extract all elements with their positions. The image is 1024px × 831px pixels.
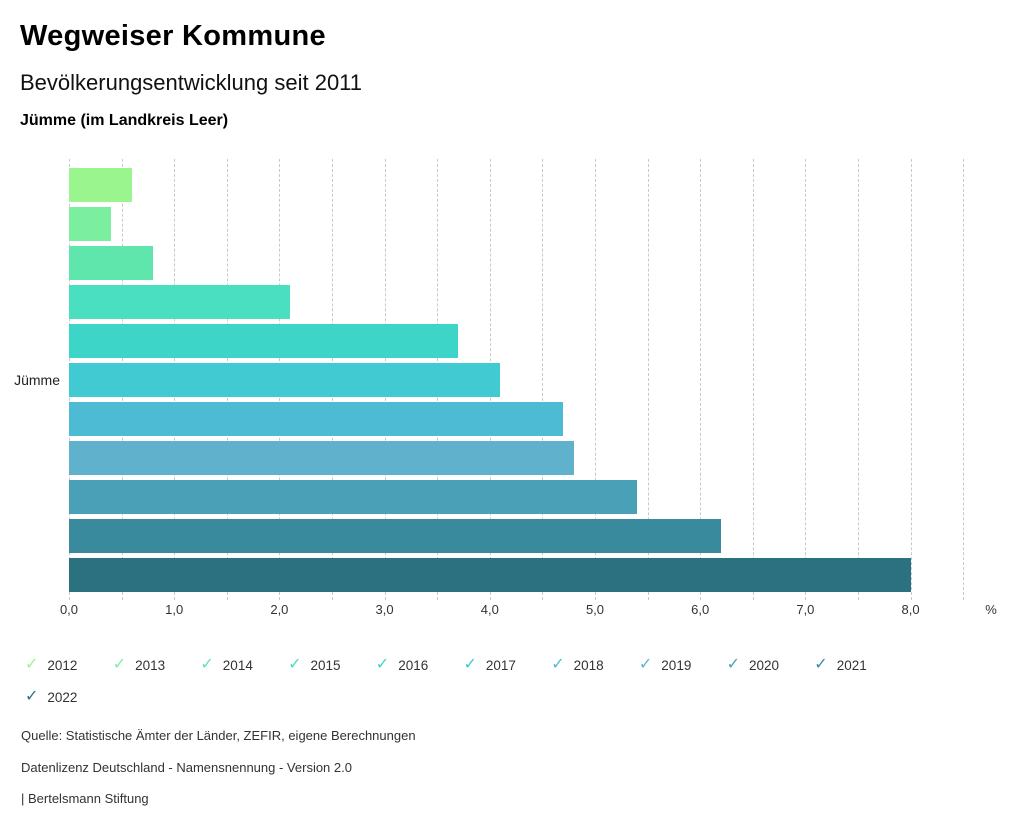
legend-item-label: 2017	[485, 657, 516, 673]
bar-2012[interactable]	[69, 168, 133, 202]
legend-item-label: 2014	[222, 657, 253, 673]
legend-item-label: 2019	[661, 657, 692, 673]
legend-item-label: 2013	[135, 657, 166, 673]
source-note: Quelle: Statistische Ämter der Länder, Z…	[21, 728, 416, 743]
attribution-note: | Bertelsmann Stiftung	[21, 791, 149, 806]
legend-item-label: 2016	[398, 657, 429, 673]
x-axis-tick-label: 7,0	[796, 602, 815, 617]
bar-2022[interactable]	[69, 558, 911, 592]
checkmark-icon: ✓	[200, 656, 214, 673]
x-axis-tick-label: 6,0	[691, 602, 710, 617]
chart-region-subtitle: Jümme (im Landkreis Leer)	[20, 112, 229, 129]
license-note: Datenlizenz Deutschland - Namensnennung …	[21, 760, 352, 775]
bar-2019[interactable]	[69, 441, 574, 475]
chart-title: Bevölkerungsentwicklung seit 2011	[20, 70, 363, 95]
legend-item-2021[interactable]: ✓ 2021	[814, 656, 866, 674]
bar-2014[interactable]	[69, 246, 154, 280]
checkmark-icon: ✓	[638, 656, 653, 673]
legend-item-2022[interactable]: ✓ 2022	[25, 688, 77, 706]
checkmark-icon: ✓	[551, 656, 565, 673]
gridline	[963, 159, 965, 600]
checkmark-icon: ✓	[375, 656, 390, 673]
checkmark-icon: ✓	[25, 688, 39, 705]
legend-item-label: 2022	[47, 689, 78, 705]
x-axis-tick-label: 4,0	[480, 602, 499, 617]
checkmark-icon: ✓	[463, 656, 477, 673]
legend-item-2019[interactable]: ✓ 2019	[639, 656, 691, 674]
bar-2015[interactable]	[69, 285, 290, 319]
x-axis-tick-label: 0,0	[59, 602, 79, 617]
checkmark-icon: ✓	[814, 656, 828, 673]
gridline	[595, 159, 596, 600]
legend-item-2012[interactable]: ✓ 2012	[25, 656, 77, 674]
legend-item-2020[interactable]: ✓ 2020	[727, 656, 779, 674]
legend-item-label: 2012	[47, 657, 78, 673]
legend-item-label: 2020	[749, 657, 780, 673]
checkmark-icon: ✓	[112, 656, 127, 673]
gridline	[805, 159, 807, 600]
gridline	[858, 159, 859, 600]
checkmark-icon: ✓	[288, 656, 302, 673]
gridline	[647, 159, 649, 600]
legend-item-2014[interactable]: ✓ 2014	[200, 656, 252, 674]
legend-item-label: 2018	[573, 657, 604, 673]
x-axis-tick-label: 8,0	[901, 602, 920, 617]
legend-item-2013[interactable]: ✓ 2013	[113, 656, 165, 674]
x-axis-tick-label: 2,0	[270, 602, 289, 617]
gridline	[910, 159, 912, 600]
x-axis-tick-label: 1,0	[165, 602, 184, 617]
bar-2017[interactable]	[69, 363, 501, 397]
checkmark-icon: ✓	[25, 656, 39, 673]
legend-item-2015[interactable]: ✓ 2015	[288, 656, 340, 674]
legend-item-2018[interactable]: ✓ 2018	[551, 656, 603, 674]
bar-2021[interactable]	[69, 519, 722, 553]
x-axis-unit-label: %	[985, 602, 997, 617]
gridline	[542, 159, 544, 600]
bar-2018[interactable]	[69, 402, 564, 436]
checkmark-icon: ✓	[726, 656, 740, 673]
legend-item-2016[interactable]: ✓ 2016	[376, 656, 428, 674]
legend-item-2017[interactable]: ✓ 2017	[464, 656, 516, 674]
chart-header: Wegweiser Kommune Bevölkerungsentwicklun…	[20, 20, 362, 130]
page-title: Wegweiser Kommune	[20, 20, 326, 52]
bar-2020[interactable]	[69, 480, 638, 514]
bar-2016[interactable]	[69, 324, 459, 358]
legend-item-label: 2021	[836, 657, 867, 673]
x-axis-tick-label: 3,0	[375, 602, 394, 617]
legend-item-label: 2015	[310, 657, 341, 673]
y-axis-category-label: Jümme	[14, 372, 60, 388]
gridline	[700, 159, 702, 600]
gridline	[752, 159, 754, 600]
x-axis-tick-label: 5,0	[585, 602, 605, 617]
bar-2013[interactable]	[69, 207, 112, 241]
